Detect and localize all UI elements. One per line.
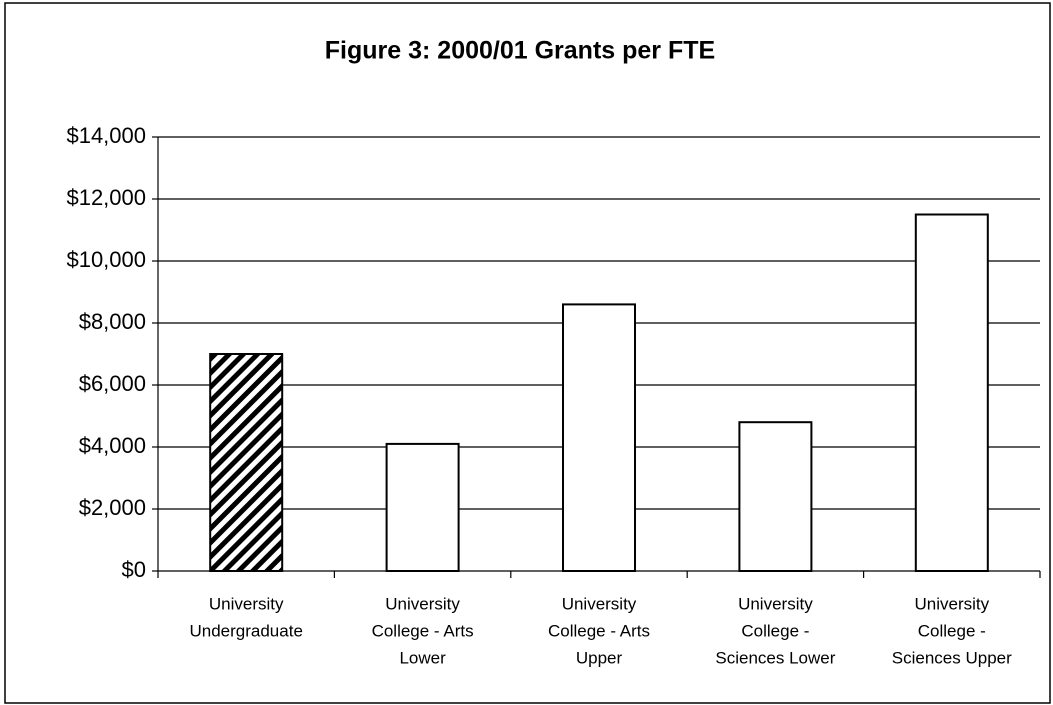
- x-tick-label: Undergraduate: [189, 621, 302, 640]
- chart-frame: [4, 2, 1051, 704]
- y-tick-label: $8,000: [79, 309, 146, 334]
- x-tick-label: University: [385, 594, 460, 613]
- x-tick-label: College -: [741, 621, 809, 640]
- x-tick-label: Lower: [399, 648, 446, 667]
- bar: [385, 442, 460, 572]
- x-tick-label: University: [562, 594, 637, 613]
- bar: [209, 353, 284, 572]
- x-tick-label: College - Arts: [548, 621, 650, 640]
- x-tick-label: Sciences Upper: [892, 648, 1012, 667]
- y-tick-label: $6,000: [79, 371, 146, 396]
- x-tick-label: University: [209, 594, 284, 613]
- y-tick-label: $10,000: [66, 247, 146, 272]
- chart-title: Figure 3: 2000/01 Grants per FTE: [325, 37, 715, 65]
- bar: [738, 421, 813, 573]
- x-tick-label: College -: [918, 621, 986, 640]
- bar: [562, 303, 636, 572]
- x-tick-label: University: [738, 594, 813, 613]
- y-tick-label: $2,000: [79, 495, 146, 520]
- y-tick-label: $14,000: [66, 123, 146, 148]
- x-tick-label: Sciences Lower: [715, 648, 835, 667]
- x-tick-label: University: [914, 594, 989, 613]
- x-tick-label: Upper: [576, 648, 623, 667]
- x-tick-label: College - Arts: [372, 621, 474, 640]
- bar: [914, 213, 989, 572]
- y-tick-label: $12,000: [66, 185, 146, 210]
- y-tick-label: $0: [122, 557, 146, 582]
- y-tick-label: $4,000: [79, 433, 146, 458]
